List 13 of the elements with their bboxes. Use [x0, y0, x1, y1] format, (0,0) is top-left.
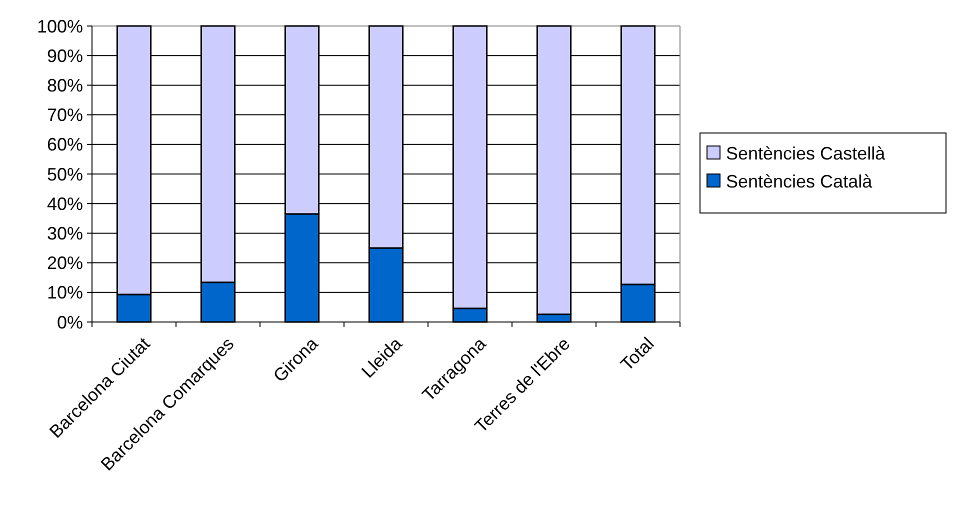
y-tick-label: 20% — [46, 253, 83, 274]
y-tick-label: 40% — [46, 194, 83, 214]
y-tick-label: 80% — [46, 76, 83, 96]
y-tick-label: 90% — [46, 46, 83, 66]
y-tick-label: 70% — [46, 105, 83, 126]
y-tick-label: 100% — [36, 16, 83, 36]
y-tick-label: 0% — [56, 312, 83, 332]
y-tick-label: 30% — [46, 224, 83, 244]
legend-label: Sentències Català — [726, 171, 874, 192]
legend-label: Sentències Castellà — [726, 143, 886, 164]
y-tick-label: 60% — [46, 134, 83, 155]
y-tick-label: 50% — [46, 164, 83, 184]
y-tick-label: 10% — [46, 282, 83, 303]
